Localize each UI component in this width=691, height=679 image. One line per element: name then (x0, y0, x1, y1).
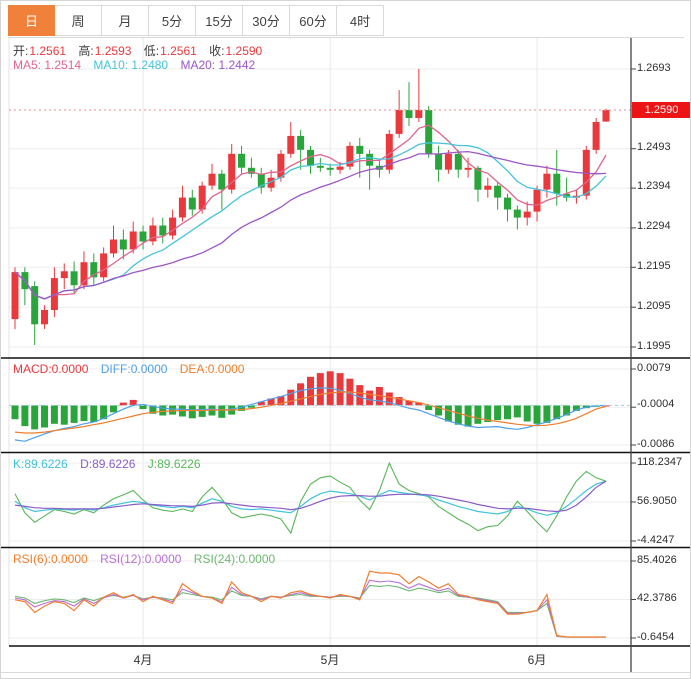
kdj-axis-tick: 118.2347 (637, 456, 683, 468)
rsi-axis-tick: 42.3786 (637, 592, 677, 604)
x-axis-label: 6月 (527, 653, 547, 667)
x-axis-label: 5月 (320, 653, 340, 667)
k-value: K:89.6226 (13, 457, 68, 471)
main-axis-tick: 1.2294 (637, 220, 671, 232)
tab-5min[interactable]: 5分 (149, 5, 196, 36)
main-axis-tick: 1.2493 (637, 141, 671, 153)
period-tab-bar: 日 周 月 5分 15分 30分 60分 4时 (8, 5, 684, 38)
tab-15min[interactable]: 15分 (196, 5, 243, 36)
j-value: J:89.6226 (147, 457, 201, 471)
main-axis-tick: 1.2095 (637, 300, 671, 312)
x-axis-label: 4月 (133, 653, 153, 667)
close-label: 收: (209, 44, 225, 58)
ma-legend: MA5: 1.2514 MA10: 1.2480 MA20: 1.2442 (13, 58, 264, 72)
rsi-legend: RSI(6):0.0000 RSI(12):0.0000 RSI(24):0.0… (13, 552, 284, 566)
main-axis-tick: 1.2394 (637, 180, 671, 192)
kdj-legend: K:89.6226 D:89.6226 J:89.6226 (13, 457, 210, 471)
ohlc-legend: 开:1.2561 高:1.2593 低:1.2561 收:1.2590 (13, 42, 271, 59)
tab-4hour[interactable]: 4时 (337, 5, 384, 36)
open-value: 1.2561 (29, 44, 67, 58)
macd-value: MACD:0.0000 (13, 362, 89, 376)
low-value: 1.2561 (160, 44, 197, 58)
tab-daily[interactable]: 日 (8, 5, 55, 36)
tab-monthly[interactable]: 月 (102, 5, 149, 36)
high-value: 1.2593 (94, 44, 132, 58)
open-label: 开: (13, 44, 29, 58)
macd-legend: MACD:0.0000 DIFF:0.0000 DEA:0.0000 (13, 362, 253, 376)
low-label: 低: (143, 44, 160, 58)
kdj-axis-tick: 56.9050 (637, 495, 677, 507)
diff-value: DIFF:0.0000 (100, 362, 168, 376)
rsi-axis-tick: -0.6454 (637, 631, 675, 643)
macd-axis-tick: -0.0086 (637, 438, 675, 450)
macd-axis-tick: 0.0079 (637, 362, 671, 374)
main-axis-tick: 1.2693 (637, 62, 671, 74)
main-axis-tick: 1.2195 (637, 260, 671, 272)
ma5-legend: MA5: 1.2514 (13, 58, 82, 72)
main-axis-tick: 1.1995 (637, 340, 671, 352)
macd-axis-tick: -0.0004 (637, 398, 675, 410)
dea-value: DEA:0.0000 (179, 362, 245, 376)
ma20-legend: MA20: 1.2442 (180, 58, 256, 72)
current-price-badge: 1.2590 (632, 102, 690, 118)
rsi24-value: RSI(24):0.0000 (193, 552, 276, 566)
tab-weekly[interactable]: 周 (55, 5, 102, 36)
tab-60min[interactable]: 60分 (290, 5, 337, 36)
close-value: 1.2590 (225, 44, 263, 58)
high-label: 高: (78, 44, 94, 58)
d-value: D:89.6226 (80, 457, 136, 471)
rsi6-value: RSI(6):0.0000 (13, 552, 88, 566)
rsi12-value: RSI(12):0.0000 (100, 552, 182, 566)
ma10-legend: MA10: 1.2480 (93, 58, 169, 72)
kdj-axis-tick: -4.4247 (637, 534, 675, 546)
rsi-axis-tick: 85.4026 (637, 554, 677, 566)
tab-30min[interactable]: 30分 (243, 5, 290, 36)
